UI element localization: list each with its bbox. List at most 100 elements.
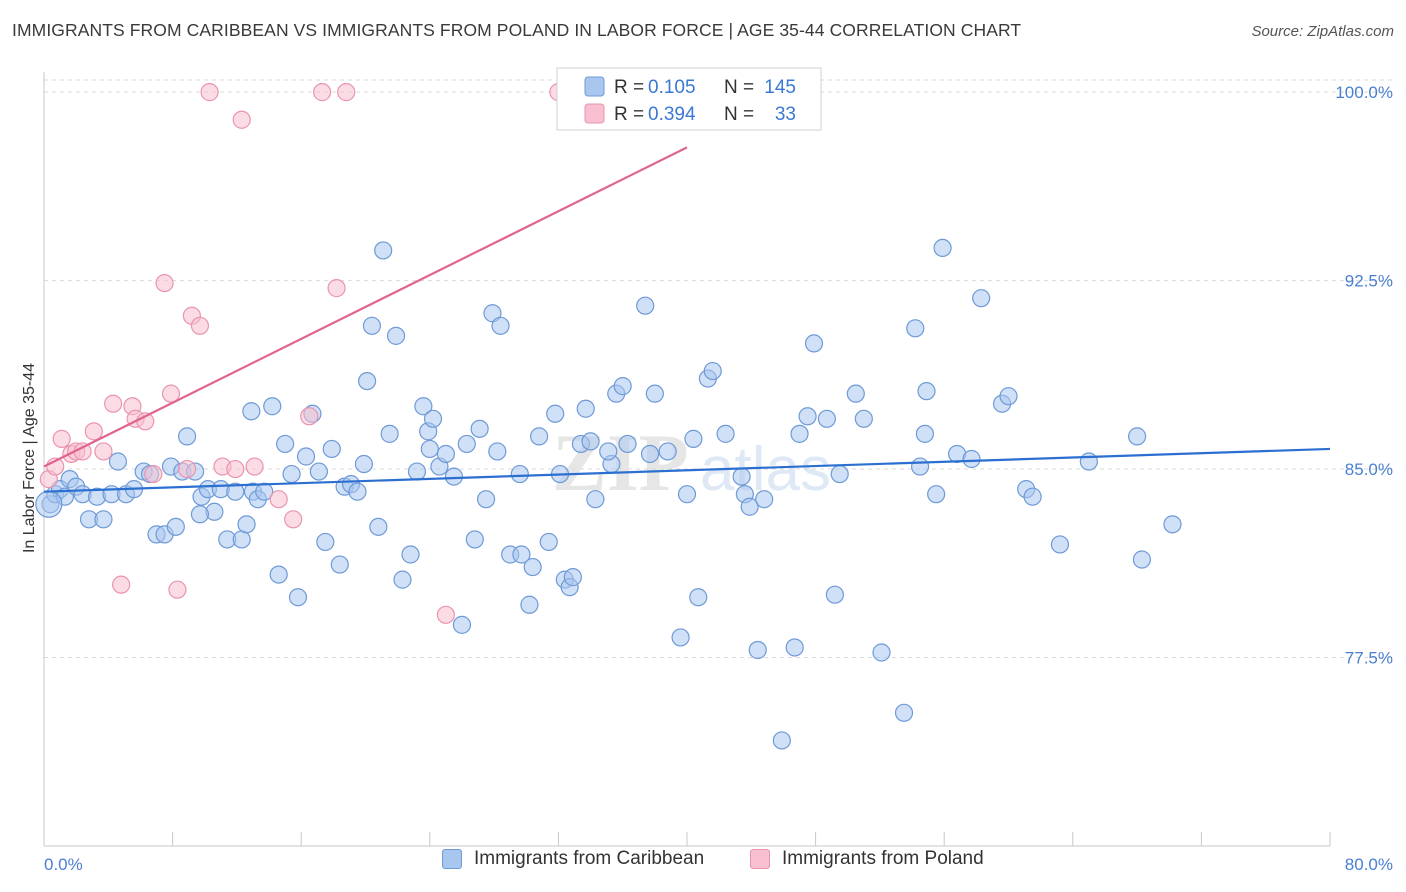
caribbean-point bbox=[488, 442, 507, 461]
caribbean-point bbox=[906, 319, 925, 338]
poland-point bbox=[161, 384, 181, 403]
caribbean-point bbox=[316, 532, 335, 552]
legend-swatch-caribbean bbox=[442, 849, 462, 869]
poland-point bbox=[300, 407, 319, 426]
caribbean-point bbox=[748, 640, 767, 660]
caribbean-point bbox=[420, 439, 439, 459]
stats-legend: R = 0.105 N = 145 R = 0.394 N = 33 bbox=[556, 67, 822, 131]
caribbean-point bbox=[309, 462, 328, 481]
caribbean-point bbox=[618, 434, 637, 454]
caribbean-point bbox=[599, 442, 618, 461]
caribbean-point bbox=[1132, 550, 1152, 569]
poland-point bbox=[284, 510, 303, 529]
caribbean-point bbox=[348, 482, 367, 501]
stats-r-value-1: 0.105 bbox=[648, 77, 696, 98]
caribbean-point bbox=[755, 490, 774, 509]
poland-point bbox=[232, 110, 251, 129]
poland-point bbox=[104, 394, 123, 413]
stats-r-value-2: 0.394 bbox=[648, 104, 696, 125]
x-tick-label-max: 80.0% bbox=[1345, 855, 1393, 874]
legend-item-caribbean[interactable]: Immigrants from Caribbean bbox=[442, 848, 704, 870]
y-tick-label: 100.0% bbox=[1335, 83, 1393, 102]
caribbean-point bbox=[640, 444, 660, 464]
caribbean-point bbox=[407, 462, 427, 481]
stats-swatch-poland bbox=[584, 103, 605, 124]
stats-n-value-2: 33 bbox=[775, 104, 796, 125]
poland-point bbox=[312, 83, 332, 102]
caribbean-point bbox=[563, 568, 582, 587]
caribbean-point bbox=[645, 384, 664, 403]
caribbean-point bbox=[491, 316, 510, 335]
poland-point bbox=[200, 83, 219, 102]
caribbean-point bbox=[539, 532, 558, 552]
series-poland-points bbox=[39, 83, 568, 624]
poland-point bbox=[84, 422, 103, 441]
caribbean-point bbox=[470, 419, 489, 438]
caribbean-point bbox=[288, 588, 308, 607]
caribbean-point bbox=[296, 447, 316, 466]
caribbean-point bbox=[94, 510, 113, 529]
caribbean-point bbox=[894, 703, 914, 722]
caribbean-point bbox=[790, 424, 809, 443]
trend-line-caribbean bbox=[43, 447, 1331, 493]
caribbean-point bbox=[452, 615, 472, 634]
poland-point bbox=[436, 605, 455, 624]
caribbean-point bbox=[177, 427, 197, 446]
caribbean-point bbox=[1127, 427, 1147, 446]
caribbean-point bbox=[330, 555, 349, 574]
y-axis-label: In Labor Force | Age 35-44 bbox=[21, 363, 38, 553]
caribbean-point bbox=[817, 409, 836, 428]
stats-r-label-2: R = bbox=[614, 104, 644, 125]
legend-item-poland[interactable]: Immigrants from Poland bbox=[750, 848, 984, 870]
caribbean-point bbox=[546, 404, 565, 423]
y-axis-tick-labels: 77.5% 85.0% 92.5% 100.0% bbox=[1335, 83, 1393, 667]
caribbean-point bbox=[846, 384, 865, 403]
caribbean-point bbox=[999, 387, 1018, 406]
poland-point bbox=[245, 457, 264, 476]
poland-point bbox=[112, 575, 131, 594]
caribbean-point bbox=[825, 585, 844, 604]
caribbean-point bbox=[732, 467, 751, 486]
caribbean-point bbox=[358, 371, 377, 391]
caribbean-point bbox=[962, 449, 981, 469]
caribbean-point bbox=[915, 424, 935, 443]
poland-point bbox=[226, 459, 245, 479]
caribbean-point bbox=[671, 628, 690, 647]
poland-point bbox=[269, 490, 288, 509]
caribbean-point bbox=[263, 397, 282, 416]
caribbean-point bbox=[677, 485, 697, 504]
caribbean-point bbox=[917, 382, 936, 401]
caribbean-point bbox=[401, 545, 420, 564]
caribbean-point bbox=[276, 434, 295, 454]
caribbean-point bbox=[636, 296, 655, 315]
x-axis-tick-labels: 0.0% 80.0% bbox=[44, 855, 1393, 874]
legend-swatch-poland bbox=[750, 849, 770, 869]
caribbean-point bbox=[465, 530, 484, 549]
caribbean-point bbox=[255, 482, 274, 501]
trend-line-poland bbox=[43, 146, 688, 468]
caribbean-point bbox=[423, 409, 443, 428]
caribbean-point bbox=[414, 397, 433, 416]
caribbean-point bbox=[237, 515, 256, 534]
caribbean-point bbox=[1050, 535, 1070, 554]
caribbean-point bbox=[854, 409, 873, 428]
caribbean-point bbox=[457, 434, 476, 454]
caribbean-point bbox=[190, 505, 210, 524]
caribbean-point bbox=[703, 361, 722, 381]
stats-r-label-1: R = bbox=[614, 77, 644, 98]
source-credit: Source: ZipAtlas.com bbox=[1251, 23, 1394, 40]
series-caribbean-points bbox=[35, 238, 1182, 750]
poland-point bbox=[168, 580, 187, 599]
caribbean-point bbox=[1163, 515, 1182, 534]
caribbean-point bbox=[576, 399, 595, 418]
chart-title: IMMIGRANTS FROM CARIBBEAN VS IMMIGRANTS … bbox=[12, 20, 1022, 40]
caribbean-point bbox=[689, 588, 708, 607]
poland-point bbox=[52, 429, 71, 448]
caribbean-point bbox=[586, 490, 605, 509]
poland-point bbox=[327, 279, 346, 298]
caribbean-point bbox=[972, 289, 991, 308]
poland-point bbox=[337, 83, 356, 102]
trend-lines bbox=[43, 146, 1331, 493]
stats-n-label-2: N = bbox=[724, 104, 754, 125]
